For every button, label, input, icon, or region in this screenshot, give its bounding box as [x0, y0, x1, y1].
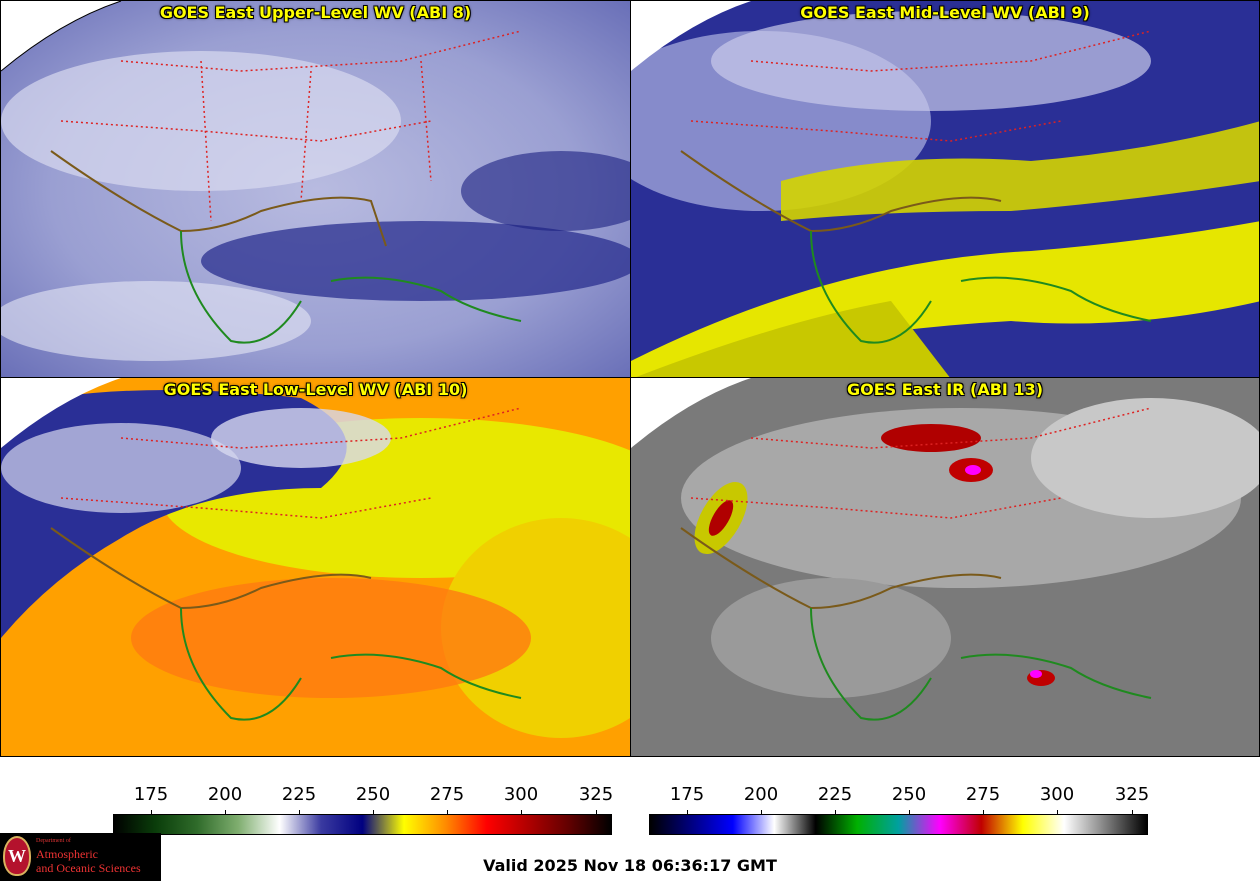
ir-tick-label: 225 — [817, 784, 853, 805]
uw-seal-icon: W — [3, 836, 31, 876]
satellite-image-mid-wv — [631, 1, 1259, 377]
panel-ir: GOES East IR (ABI 13) — [630, 377, 1260, 757]
wv-colorbar — [113, 814, 612, 835]
wv-tick-label: 300 — [503, 784, 539, 805]
ir-tick-label: 200 — [743, 784, 779, 805]
satellite-image-low-wv — [1, 378, 630, 756]
ir-tick-mark — [1132, 810, 1133, 815]
satellite-image-ir — [631, 378, 1259, 756]
satellite-image-upper-wv — [1, 1, 630, 377]
logo-dept-text: Department of — [36, 838, 71, 844]
ir-tick-label: 300 — [1039, 784, 1075, 805]
ir-tick-mark — [909, 810, 910, 815]
valid-time: Valid 2025 Nov 18 06:36:17 GMT — [483, 856, 777, 875]
wv-tick-label: 225 — [281, 784, 317, 805]
panel-mid-level-wv: GOES East Mid-Level WV (ABI 9) — [630, 0, 1260, 378]
wv-tick-label: 175 — [133, 784, 169, 805]
wv-tick-mark — [373, 810, 374, 815]
logo-name-line1: Atmospheric — [36, 847, 98, 861]
wv-tick-label: 200 — [207, 784, 243, 805]
wv-tick-mark — [151, 810, 152, 815]
ir-tick-mark — [1057, 810, 1058, 815]
wv-tick-mark — [521, 810, 522, 815]
ir-tick-mark — [835, 810, 836, 815]
logo-name-line2: and Oceanic Sciences — [36, 861, 141, 875]
panel-upper-level-wv: GOES East Upper-Level WV (ABI 8) — [0, 0, 631, 378]
panel-title: GOES East Upper-Level WV (ABI 8) — [159, 3, 472, 22]
ir-colorbar — [649, 814, 1148, 835]
ir-tick-mark — [687, 810, 688, 815]
panel-title: GOES East Mid-Level WV (ABI 9) — [800, 3, 1090, 22]
ir-tick-label: 275 — [965, 784, 1001, 805]
aos-logo: W Department of Atmospheric and Oceanic … — [0, 833, 161, 881]
wv-tick-label: 325 — [578, 784, 614, 805]
wv-tick-mark — [447, 810, 448, 815]
wv-tick-label: 275 — [429, 784, 465, 805]
ir-tick-label: 175 — [669, 784, 705, 805]
ir-tick-label: 325 — [1114, 784, 1150, 805]
wv-tick-mark — [299, 810, 300, 815]
ir-tick-label: 250 — [891, 784, 927, 805]
panel-title: GOES East Low-Level WV (ABI 10) — [163, 380, 468, 399]
panel-title: GOES East IR (ABI 13) — [846, 380, 1044, 399]
ir-tick-mark — [983, 810, 984, 815]
wv-tick-mark — [225, 810, 226, 815]
panel-low-level-wv: GOES East Low-Level WV (ABI 10) — [0, 377, 631, 757]
wv-tick-mark — [596, 810, 597, 815]
wv-tick-label: 250 — [355, 784, 391, 805]
ir-tick-mark — [761, 810, 762, 815]
